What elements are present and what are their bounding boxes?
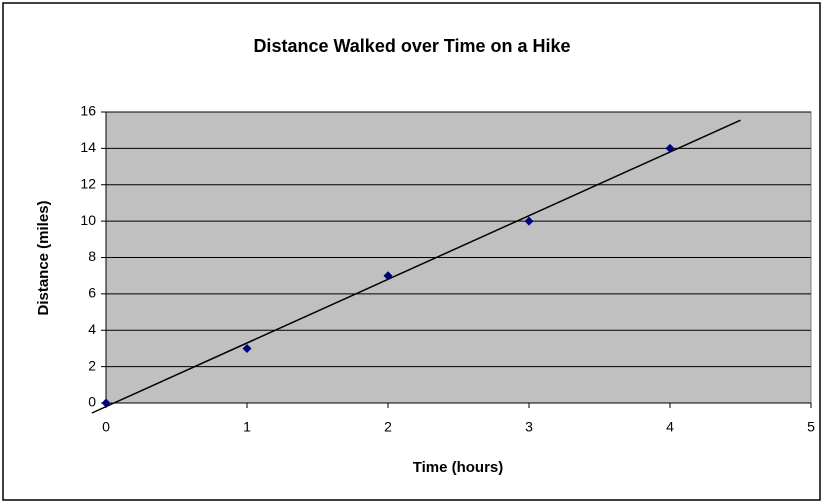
y-tick-label: 4 <box>88 321 96 337</box>
x-tick-label: 3 <box>525 419 533 435</box>
trendline <box>91 119 741 414</box>
x-tick-label: 0 <box>102 419 110 435</box>
data-point <box>665 143 675 153</box>
y-tick-label: 16 <box>80 103 96 119</box>
x-tick-label: 1 <box>243 419 251 435</box>
y-tick-label: 0 <box>88 394 96 410</box>
data-point <box>383 271 393 281</box>
x-tick-label: 5 <box>807 419 815 435</box>
y-tick-label: 12 <box>80 175 96 191</box>
x-tick-label: 2 <box>384 419 392 435</box>
chart-title: Distance Walked over Time on a Hike <box>253 36 570 56</box>
y-tick-label: 6 <box>88 285 96 301</box>
y-tick-label: 10 <box>80 212 96 228</box>
data-point <box>101 398 111 408</box>
y-tick-label: 14 <box>80 139 96 155</box>
x-tick-label: 4 <box>666 419 674 435</box>
x-axis-title: Time (hours) <box>413 459 504 476</box>
y-tick-label: 8 <box>88 248 96 264</box>
data-point <box>524 216 534 226</box>
y-axis-title: Distance (miles) <box>35 200 52 315</box>
y-tick-label: 2 <box>88 357 96 373</box>
data-point <box>242 343 252 353</box>
